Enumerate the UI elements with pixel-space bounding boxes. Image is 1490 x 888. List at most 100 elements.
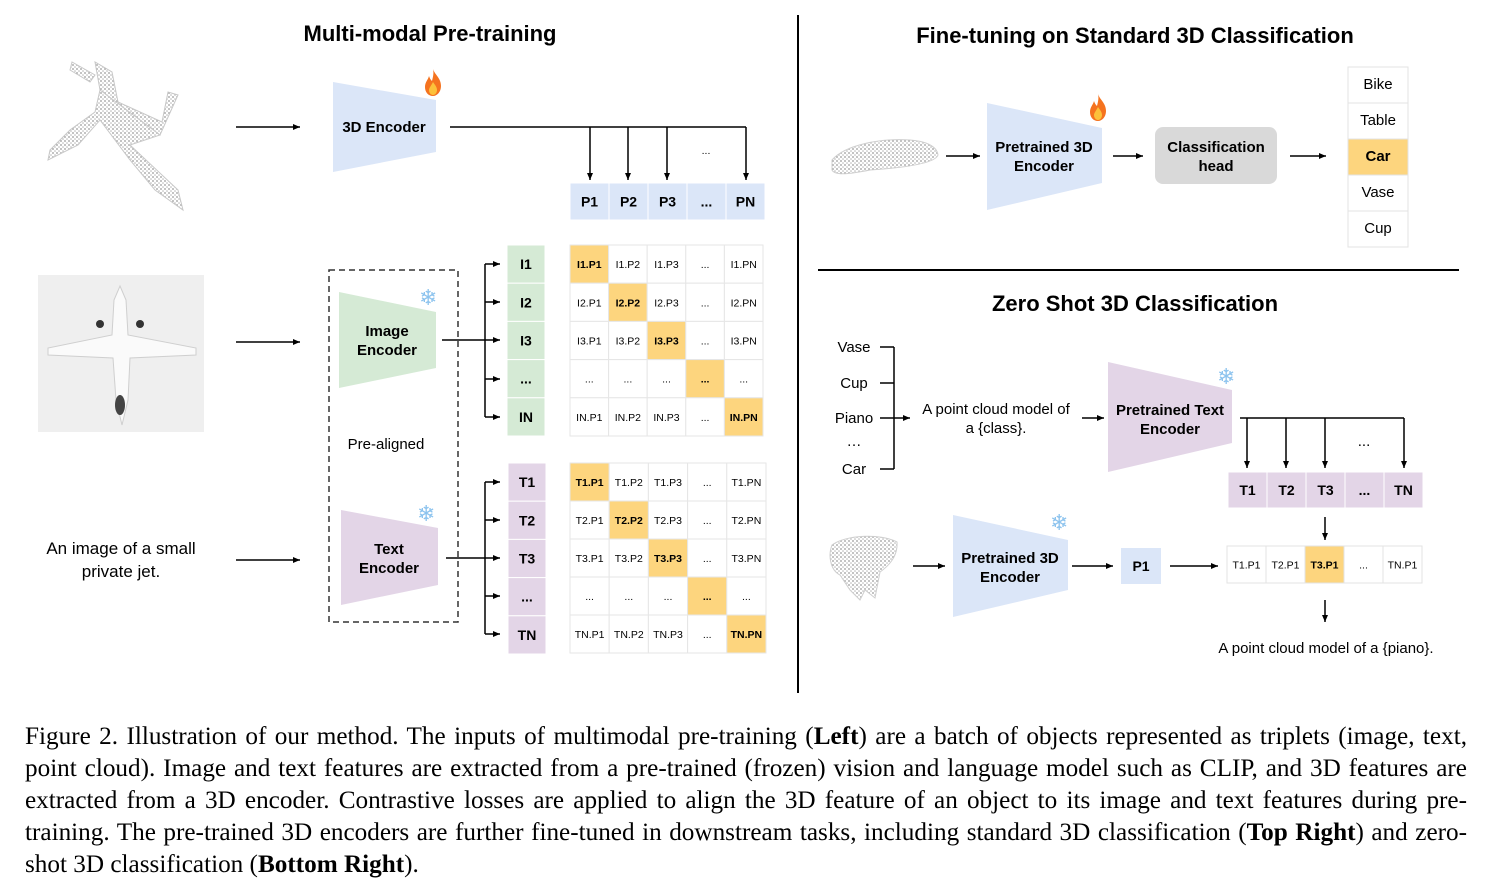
- similarity-label: ...: [703, 553, 712, 565]
- prompt-template: a {class}.: [966, 420, 1027, 437]
- p-feature-cell: [686, 182, 727, 221]
- ellipsis: ...: [1358, 433, 1371, 450]
- similarity-label: I1.P1: [577, 259, 602, 271]
- text-feature-cell: [507, 615, 547, 655]
- image-feature-label: I3: [520, 333, 532, 349]
- class-item-label: Bike: [1363, 76, 1392, 93]
- text-encoder-label: Encoder: [359, 560, 419, 577]
- p1-feature: [1121, 548, 1161, 584]
- similarity-cell: [685, 320, 725, 361]
- p-feature-cell: [608, 182, 649, 221]
- t-fanout-lines: [1240, 417, 1407, 468]
- image-feature-cell: [506, 244, 546, 284]
- similarity-label: ...: [624, 374, 633, 386]
- similarity-label: IN.PN: [730, 412, 758, 424]
- pretrained-3d-encoder: [953, 515, 1068, 617]
- head-label: Classification: [1167, 139, 1265, 156]
- p-feature-label: P1: [581, 194, 598, 210]
- pre-aligned-label: Pre-aligned: [348, 436, 425, 453]
- similarity-label: T3.PN: [732, 553, 762, 565]
- image-feature-column: I1 I2 I3... IN: [506, 244, 546, 437]
- encoder-label: Encoder: [1014, 158, 1074, 175]
- similarity-cell: [608, 244, 648, 284]
- class-item-label: Cup: [1364, 220, 1392, 237]
- score-label: TN.P1: [1388, 560, 1418, 572]
- class-item-label: Car: [1365, 148, 1390, 165]
- text-feature-cell: [507, 500, 547, 540]
- text-feature-column: T1 T2 T3... TN: [507, 462, 547, 655]
- snowflake-icon: ❄: [417, 502, 435, 527]
- fire-icon: [1090, 94, 1106, 121]
- similarity-cell: [687, 462, 728, 502]
- text-input: An image of a small: [46, 539, 195, 558]
- similarity-cell: [687, 614, 728, 654]
- text-feature-cell: [507, 462, 547, 502]
- similarity-label: I1.P3: [654, 259, 679, 271]
- caption-bold: Top Right: [1246, 819, 1356, 846]
- similarity-label: ...: [701, 297, 710, 309]
- similarity-label: IN.P3: [653, 412, 679, 424]
- classification-head: [1155, 127, 1277, 184]
- similarity-label: T1.PN: [732, 477, 762, 489]
- similarity-label: I2.P2: [616, 297, 641, 309]
- text-feature-label: ...: [1359, 482, 1371, 498]
- similarity-label: ...: [701, 412, 710, 424]
- similarity-cell: [608, 320, 648, 361]
- caption-text: ).: [404, 851, 419, 878]
- text-encoder-label: Encoder: [1140, 421, 1200, 438]
- caption-text: Figure 2. Illustration of our method. Th…: [25, 723, 814, 750]
- text-feature-cell: [1344, 471, 1385, 509]
- score-cell: [1382, 545, 1423, 584]
- similarity-label: TN.P2: [614, 629, 644, 641]
- similarity-cell: [569, 359, 610, 399]
- p-feature-label: ...: [701, 194, 713, 210]
- car-point-cloud: [831, 139, 939, 175]
- snowflake-icon: ❄: [1217, 365, 1235, 390]
- similarity-cell: [726, 614, 767, 654]
- similarity-label: IN.P1: [576, 412, 602, 424]
- text-3d-similarity-matrix: T1.P1 T1.P2 T1.P3... T1.PN T2.P1 T2.P2 T2.P3..…: [569, 462, 767, 654]
- similarity-cell: [646, 282, 687, 322]
- text-feature-label: T3: [1317, 482, 1334, 498]
- pretrained-3d-encoder: [987, 103, 1102, 210]
- similarity-cell: [569, 320, 610, 361]
- similarity-cell: [647, 500, 689, 540]
- similarity-cell: [608, 614, 649, 654]
- similarity-label: ...: [585, 591, 594, 603]
- image-feature-label: I1: [520, 256, 532, 272]
- similarity-cell: [569, 282, 610, 322]
- class-item-cell: [1347, 210, 1409, 248]
- class-name: Car: [842, 461, 866, 478]
- similarity-cell: [569, 576, 610, 616]
- similarity-label: ...: [703, 629, 712, 641]
- similarity-cell: [569, 500, 610, 540]
- text-feature-label: ...: [521, 589, 533, 605]
- similarity-label: ...: [703, 591, 712, 603]
- score-cell: [1265, 545, 1306, 584]
- similarity-label: ...: [703, 477, 712, 489]
- p-feature-row: P1 P2 P3... PN: [569, 182, 766, 221]
- similarity-label: ...: [624, 591, 633, 603]
- similarity-label: TN.P3: [653, 629, 683, 641]
- similarity-label: TN.PN: [731, 629, 763, 641]
- score-label: ...: [1359, 560, 1368, 572]
- similarity-cell: [723, 282, 764, 322]
- similarity-cell: [608, 538, 649, 578]
- similarity-cell: [687, 576, 728, 616]
- score-cell: [1343, 545, 1384, 584]
- similarity-cell: [726, 538, 767, 578]
- similarity-label: I2.P1: [577, 297, 602, 309]
- similarity-cell: [723, 359, 764, 399]
- caption-text: ) and zero-shot 3D classification (: [25, 819, 1468, 878]
- score-label: T1.P1: [1232, 560, 1260, 572]
- finetune-title: Fine-tuning on Standard 3D Classificatio…: [916, 23, 1354, 48]
- p-feature-cell: [725, 182, 766, 221]
- similarity-label: T3.P2: [615, 553, 643, 565]
- class-list: Bike Table Car Vase Cup: [1347, 66, 1409, 248]
- similarity-label: I3.P2: [616, 336, 641, 348]
- 3d-encoder-label: 3D Encoder: [342, 119, 426, 136]
- text-fanout-lines: [446, 479, 500, 637]
- image-3d-similarity-matrix: I1.P1 I1.P2 I1.P3... I1.PN I2.P1 I2.P2 I2.P3..…: [569, 244, 764, 437]
- p-fanout-lines: [450, 126, 749, 180]
- snowflake-icon: ❄: [419, 286, 437, 311]
